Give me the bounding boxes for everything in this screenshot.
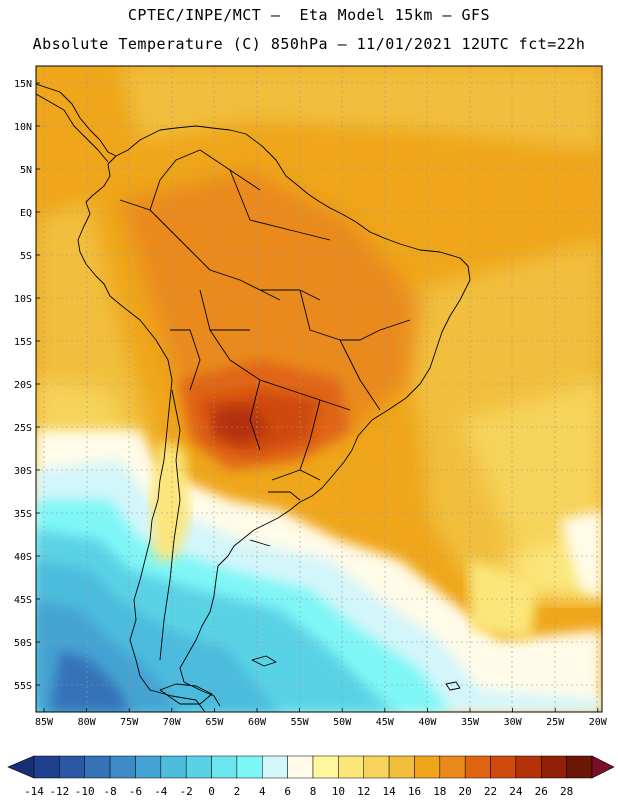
colorbar-swatch (490, 755, 517, 779)
colorbar-label: 0 (208, 785, 215, 798)
axis-labels: 15N 10N 5N EQ 5S 10S 15S 20S 25S 30S 35S 40S 45S 50S 5… (14, 79, 608, 728)
colorbar-label: 22 (484, 785, 497, 798)
colorbar-swatch (135, 755, 162, 779)
lat-label: 30S (14, 466, 32, 477)
lat-label: EQ (20, 208, 32, 219)
colorbar-label: -12 (49, 785, 69, 798)
colorbar-label: 4 (259, 785, 266, 798)
colorbar-label: 8 (310, 785, 317, 798)
colorbar-label: -6 (129, 785, 142, 798)
colorbar-swatch (33, 755, 60, 779)
lat-label: 15S (14, 337, 32, 348)
colorbar-swatch (541, 755, 567, 779)
lat-label: 50S (14, 638, 32, 649)
lon-label: 60W (248, 717, 267, 728)
colorbar-label: 28 (560, 785, 573, 798)
lon-label: 40W (418, 717, 437, 728)
colorbar-label: 24 (509, 785, 523, 798)
colorbar-swatch (464, 755, 491, 779)
colorbar-swatch (287, 755, 314, 779)
colorbar-swatch (566, 755, 593, 779)
lon-label: 55W (291, 717, 310, 728)
lat-label: 5N (20, 165, 32, 176)
lon-label: 65W (205, 717, 224, 728)
colorbar-swatch (338, 755, 364, 779)
colorbar-swatch (439, 755, 466, 779)
colorbar-swatch (59, 755, 85, 779)
colorbar-swatch (160, 755, 187, 779)
colorbar-swatch (312, 755, 339, 779)
lon-label: 70W (163, 717, 182, 728)
colorbar: -14 -12 -10 -8 -6 -4 -2 0 2 4 6 8 10 12 14 16 18 20 22 24 26… (7, 755, 615, 798)
coastlines-borders (36, 83, 471, 712)
lat-label: 5S (20, 251, 32, 262)
colorbar-label: -2 (180, 785, 193, 798)
colorbar-label: 10 (332, 785, 345, 798)
lon-label: 75W (120, 717, 139, 728)
colorbar-label: 12 (357, 785, 370, 798)
colorbar-label: -14 (24, 785, 44, 798)
central-america (36, 83, 117, 157)
lat-label: 10N (14, 122, 32, 133)
colorbar-swatch (211, 755, 238, 779)
colorbar-swatch (363, 755, 390, 779)
colorbar-swatch (515, 755, 542, 779)
lon-label: 35W (461, 717, 480, 728)
country-borders (119, 149, 411, 661)
lon-label: 85W (35, 717, 54, 728)
map-frame (35, 65, 603, 713)
lon-label: 50W (333, 717, 352, 728)
lat-label: 40S (14, 552, 32, 563)
colorbar-swatch (236, 755, 263, 779)
lon-label: 20W (589, 717, 608, 728)
lat-label: 45S (14, 595, 32, 606)
lat-label: 10S (14, 294, 32, 305)
malvinas (251, 655, 277, 667)
colorbar-low-arrow (7, 755, 35, 779)
colorbar-label: 2 (234, 785, 241, 798)
colorbar-swatch (388, 755, 415, 779)
colorbar-swatch (109, 755, 136, 779)
colorbar-label: 18 (433, 785, 446, 798)
colorbar-high-arrow (591, 755, 615, 779)
lat-label: 15N (14, 79, 32, 90)
tierra-del-fuego (159, 683, 213, 705)
colorbar-label: -4 (154, 785, 168, 798)
colorbar-swatch (414, 755, 441, 779)
lon-label: 30W (504, 717, 523, 728)
colorbar-label: 26 (535, 785, 548, 798)
colorbar-swatch (185, 755, 212, 779)
title-line-2: Absolute Temperature (C) 850hPa – 11/01/… (32, 35, 586, 53)
colorbar-label: 16 (408, 785, 421, 798)
graticule (36, 66, 602, 712)
lon-label: 45W (376, 717, 395, 728)
colorbar-label: 6 (284, 785, 291, 798)
colorbar-label: -8 (103, 785, 116, 798)
lon-label: 80W (78, 717, 97, 728)
colorbar-swatch (262, 755, 288, 779)
colorbar-label: 14 (382, 785, 396, 798)
title-line-1: CPTEC/INPE/MCT – Eta Model 15km – GFS (127, 6, 491, 24)
colorbar-label: 20 (459, 785, 472, 798)
south-america-coastline (77, 125, 471, 712)
lon-label: 25W (546, 717, 565, 728)
lat-label: 20S (14, 380, 32, 391)
colorbar-swatch (84, 755, 111, 779)
lat-label: 35S (14, 509, 32, 520)
colorbar-label: -10 (75, 785, 95, 798)
lat-label: 55S (14, 681, 32, 692)
temperature-field (36, 66, 602, 712)
lat-label: 25S (14, 423, 32, 434)
